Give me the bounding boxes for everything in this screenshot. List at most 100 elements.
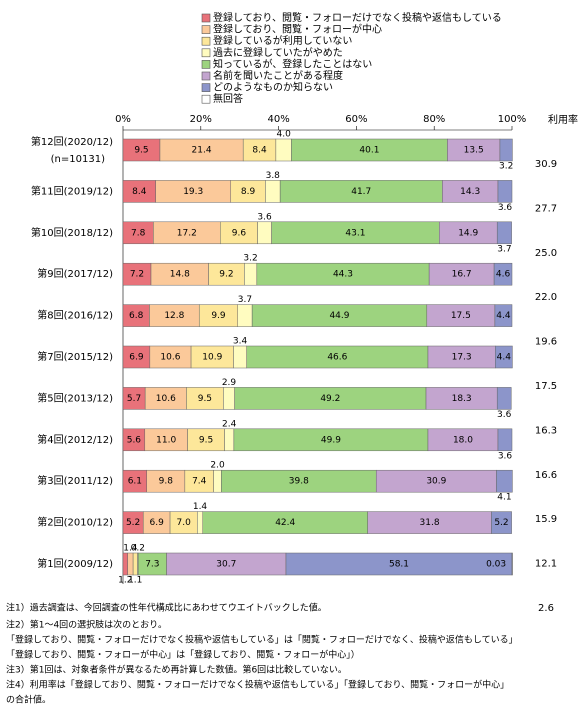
note: 注1）過去調査は、今回調査の性年代構成比にあわせてウエイトバックした値。 <box>6 602 327 614</box>
segment-label: 3.8 <box>266 171 281 181</box>
segment-label: 40.1 <box>359 146 379 156</box>
segment-label: 31.8 <box>420 518 440 528</box>
segment-label: 3.6 <box>497 410 512 420</box>
segment-label: 7.8 <box>131 228 146 238</box>
bar-segment <box>496 469 513 493</box>
segment-label: 17.3 <box>452 353 472 363</box>
segment-label: 49.9 <box>321 435 341 445</box>
segment-label: 5.2 <box>126 518 140 528</box>
segment-label: 6.9 <box>129 353 144 363</box>
segment-label: 43.1 <box>345 228 365 238</box>
bar-segment <box>223 387 235 410</box>
segment-label: 8.4 <box>252 146 267 156</box>
utilization-value: 15.9 <box>535 514 557 525</box>
segment-label: 46.6 <box>327 353 347 363</box>
segment-label: 3.6 <box>257 212 272 222</box>
x-tick-label: 60% <box>345 114 367 125</box>
segment-label: 39.8 <box>289 477 309 487</box>
segment-label: 1.1 <box>128 576 142 586</box>
bar-segment <box>493 262 513 286</box>
segment-label: 2.4 <box>222 419 237 429</box>
bar-segment <box>237 304 253 327</box>
segment-label: 7.2 <box>130 270 144 280</box>
sample-size: (n=10131) <box>51 154 105 165</box>
segment-label: 9.6 <box>232 228 247 238</box>
segment-label: 3.7 <box>238 295 252 305</box>
segment-label: 4.1 <box>497 493 511 503</box>
note: の合計値。 <box>6 694 51 706</box>
category-label: 第8回(2016/12) <box>37 309 113 322</box>
segment-label: 30.9 <box>426 477 446 487</box>
legend-label: 名前を聞いたことがある程度 <box>213 69 343 82</box>
x-tick-label: 100% <box>498 114 527 125</box>
segment-label: 2.9 <box>222 378 237 388</box>
segment-label: 30.7 <box>216 560 236 570</box>
segment-label: 58.1 <box>389 560 409 570</box>
segment-label: 16.7 <box>452 270 472 280</box>
segment-label: 8.9 <box>241 187 256 197</box>
legend-swatch <box>201 13 211 23</box>
category-label: 第2回(2010/12) <box>37 516 113 529</box>
category-label: 第3回(2011/12) <box>37 474 113 487</box>
legend-label: 過去に登録していたがやめた <box>213 46 343 59</box>
segment-label: 14.3 <box>460 187 480 197</box>
segment-label: 8.4 <box>132 187 147 197</box>
bar-segment <box>497 428 513 452</box>
segment-label: 14.9 <box>458 228 478 238</box>
segment-label: 44.9 <box>329 311 349 321</box>
segment-label: 41.7 <box>351 187 371 197</box>
bar-segment <box>127 552 134 576</box>
segment-label: 17.5 <box>451 311 471 321</box>
bar-segment <box>224 428 235 452</box>
legend-label: 知っているが、登録したことはない <box>213 57 372 70</box>
category-label: 第1回(2009/12) <box>37 557 113 570</box>
utilization-header: 利用率 <box>548 113 578 126</box>
segment-label: 3.6 <box>498 451 513 461</box>
legend-label: どのようなものか知らない <box>213 81 333 94</box>
segment-label: 3.6 <box>498 203 513 213</box>
legend-label: 無回答 <box>213 92 243 105</box>
legend-swatch <box>201 94 211 104</box>
category-label: 第4回(2012/12) <box>37 433 113 446</box>
segment-label: 0.2 <box>131 544 145 554</box>
segment-label: 19.3 <box>183 187 203 197</box>
note: 注3）第1回は、対象者条件が異なるため再計算した数値。第6回は比較していない。 <box>6 664 347 676</box>
x-tick-label: 0% <box>115 114 131 125</box>
segment-label: 13.5 <box>464 146 484 156</box>
utilization-value: 16.6 <box>535 470 557 481</box>
segment-label: 2.0 <box>210 461 225 471</box>
segment-label: 9.5 <box>199 435 213 445</box>
segment-label: 1.2 <box>118 576 132 586</box>
bar-segment <box>275 138 292 162</box>
segment-label: 5.7 <box>127 394 141 404</box>
segment-label: 5.2 <box>494 518 508 528</box>
segment-label: 10.6 <box>156 394 176 404</box>
bar-segment <box>132 552 138 576</box>
category-label: 第10回(2018/12) <box>31 226 113 239</box>
bar-segment <box>233 345 247 369</box>
segment-label: 12.8 <box>164 311 184 321</box>
legend-swatch <box>201 71 211 81</box>
segment-label: 6.9 <box>149 518 164 528</box>
bar-segment <box>497 180 513 203</box>
segment-label: 7.0 <box>177 518 192 528</box>
utilization-value: 30.9 <box>535 159 557 170</box>
segment-label: 3.4 <box>233 337 248 347</box>
note: 注2）第1～4回の選択肢は次のとおり。 <box>6 619 167 631</box>
segment-label: 10.9 <box>202 353 222 363</box>
segment-label: 7.3 <box>145 560 159 570</box>
segment-label: 6.1 <box>128 477 142 487</box>
segment-label: 9.8 <box>159 477 174 487</box>
bar-segment <box>197 511 203 534</box>
note: 「登録しており、閲覧・フォローだけでなく投稿や返信もしている」は「閲覧・フォロー… <box>6 634 518 646</box>
bar-segment <box>244 262 258 286</box>
bar-segment <box>496 387 512 410</box>
segment-label: 7.4 <box>192 477 207 487</box>
utilization-value: 25.0 <box>535 248 557 259</box>
category-label: 第11回(2019/12) <box>31 184 113 197</box>
legend-label: 登録しており、閲覧・フォローだけでなく投稿や返信もしている <box>213 11 502 24</box>
bar-segment <box>122 552 128 576</box>
bar-segment <box>496 221 512 245</box>
segment-label: 49.2 <box>320 394 340 404</box>
